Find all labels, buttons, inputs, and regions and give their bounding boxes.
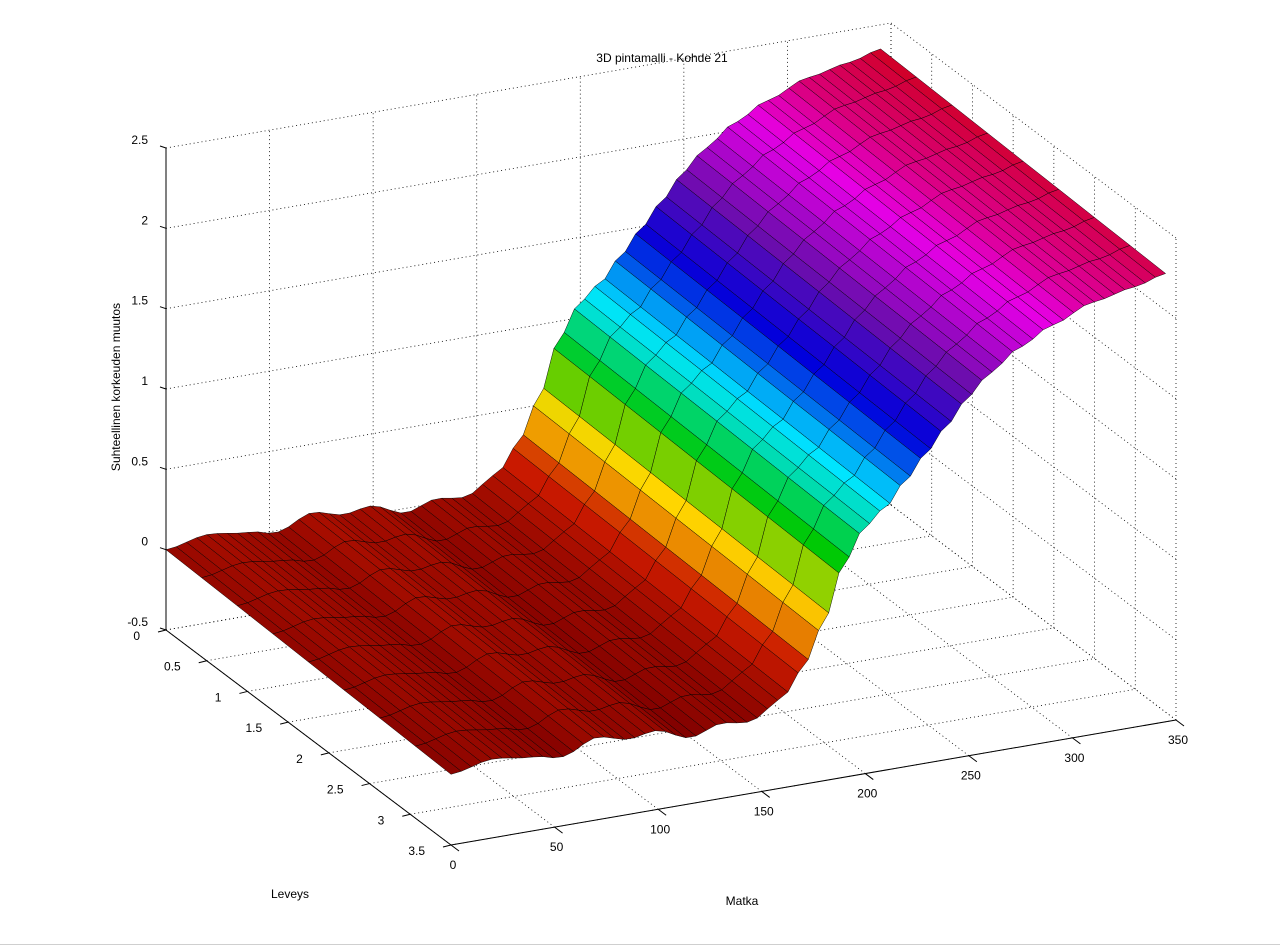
y-tick-mark bbox=[239, 690, 248, 694]
x-tick-label: 150 bbox=[754, 804, 774, 818]
surface-patch bbox=[414, 742, 462, 775]
chart-title: 3D pintamalli - Kohde 21 bbox=[596, 51, 728, 65]
z-tick-mark bbox=[159, 145, 167, 149]
z-tick-label: -0.5 bbox=[127, 615, 148, 629]
grid-line bbox=[890, 504, 1177, 721]
z-tick-label: 0 bbox=[141, 535, 148, 549]
y-tick-label: 1 bbox=[215, 690, 222, 704]
y-tick-label: 2.5 bbox=[327, 783, 344, 797]
x-tick-mark bbox=[968, 755, 978, 763]
y-tick-mark bbox=[361, 783, 370, 787]
y-tick-label: 0 bbox=[133, 629, 140, 643]
y-tick-label: 2 bbox=[296, 752, 303, 766]
x-tick-mark bbox=[554, 826, 563, 834]
z-tick-label: 2 bbox=[141, 213, 148, 227]
y-tick-mark bbox=[280, 721, 289, 725]
z-tick-label: 1 bbox=[141, 374, 148, 388]
x-tick-mark bbox=[450, 844, 460, 852]
z-tick-mark bbox=[159, 386, 167, 390]
x-tick-label: 0 bbox=[450, 858, 457, 872]
axes bbox=[157, 145, 1185, 852]
tick-labels: 0 50 100 150 200 250 300 350 0 0.5 1 1.5 2 2.5 3 3.5 -0.… bbox=[127, 133, 1188, 872]
y-tick-label: 0.5 bbox=[164, 660, 181, 674]
x-tick-mark bbox=[864, 773, 874, 780]
z-tick-label: 0.5 bbox=[131, 454, 148, 468]
y-tick-mark bbox=[320, 752, 329, 756]
z-tick-mark bbox=[159, 547, 167, 551]
y-tick-label: 3 bbox=[378, 813, 385, 827]
y-tick-mark bbox=[157, 629, 167, 633]
x-tick-label: 300 bbox=[1064, 751, 1084, 765]
x-tick-label: 50 bbox=[550, 840, 564, 854]
y-axis-label: Leveys bbox=[271, 887, 309, 901]
grid-line bbox=[890, 424, 1177, 640]
z-tick-label: 1.5 bbox=[131, 294, 148, 308]
x-axis-line bbox=[450, 719, 1177, 846]
grid-line bbox=[890, 504, 1177, 721]
x-tick-label: 250 bbox=[961, 769, 981, 783]
x-axis-label: Matka bbox=[726, 894, 759, 908]
window-bottom-border bbox=[0, 944, 1280, 945]
z-tick-mark bbox=[159, 466, 167, 470]
x-tick-mark bbox=[1175, 719, 1185, 727]
y-axis-line bbox=[165, 629, 452, 846]
z-tick-mark bbox=[159, 627, 167, 631]
y-tick-label: 1.5 bbox=[245, 721, 262, 735]
z-tick-mark bbox=[159, 225, 167, 229]
y-tick-mark bbox=[198, 660, 207, 664]
x-tick-label: 350 bbox=[1168, 733, 1188, 747]
z-tick-label: 2.5 bbox=[131, 133, 148, 147]
x-tick-label: 200 bbox=[857, 787, 877, 801]
y-tick-label: 3.5 bbox=[408, 844, 425, 858]
z-axis-label: Suhteellinen korkeuden muutos bbox=[109, 303, 123, 471]
z-tick-mark bbox=[159, 306, 167, 310]
x-tick-mark bbox=[761, 791, 771, 798]
y-tick-mark bbox=[442, 844, 452, 848]
y-tick-mark bbox=[402, 813, 411, 817]
x-tick-label: 100 bbox=[650, 822, 670, 836]
surface bbox=[165, 48, 1167, 775]
x-tick-mark bbox=[657, 808, 667, 816]
x-tick-mark bbox=[1072, 737, 1081, 745]
